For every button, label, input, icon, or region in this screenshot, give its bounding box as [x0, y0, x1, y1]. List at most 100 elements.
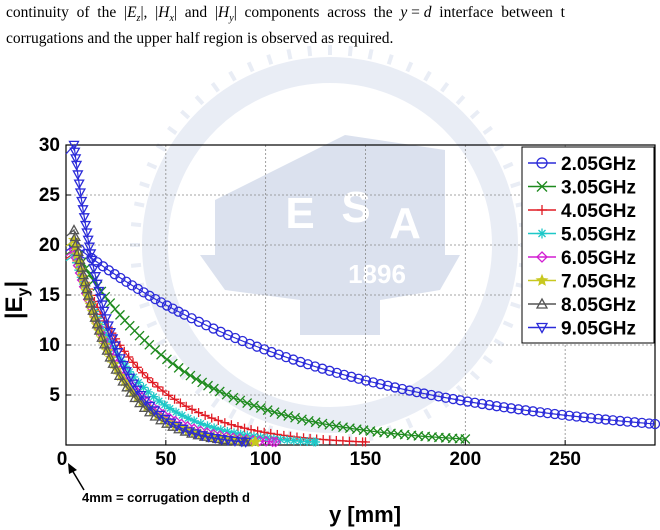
legend-label: 3.05GHz — [561, 178, 636, 199]
watermark-year: 1896 — [348, 259, 406, 289]
marker-shape — [76, 261, 88, 272]
legend-label: 5.05GHz — [561, 225, 636, 246]
marker-asterisk — [289, 436, 299, 446]
marker-shape — [636, 417, 648, 429]
intro-segment: H — [218, 4, 230, 21]
marker-triangle-down — [98, 306, 110, 317]
intro-segment: E — [127, 4, 137, 21]
marker-shape — [214, 386, 225, 397]
marker-shape — [144, 339, 155, 350]
marker-shape — [150, 293, 161, 305]
marker-triangle-up — [77, 269, 90, 280]
marker-shape — [556, 409, 568, 421]
marker-shape — [86, 255, 98, 266]
watermark-tick — [130, 222, 142, 228]
marker-triangle-up — [98, 338, 111, 349]
marker-x — [179, 366, 190, 377]
watermark-tick — [246, 417, 255, 429]
marker-shape — [196, 431, 208, 442]
marker-triangle-up — [138, 401, 150, 412]
marker-shape — [593, 413, 604, 424]
marker-shape — [87, 304, 99, 315]
marker-circle — [309, 361, 321, 372]
watermark-tick — [266, 54, 274, 65]
marker-shape — [235, 395, 246, 406]
marker-shape — [82, 235, 94, 246]
marker-shape — [476, 398, 488, 410]
marker-shape — [228, 392, 239, 403]
marker-plus — [194, 408, 204, 418]
marker-plus — [187, 404, 197, 414]
marker-x — [203, 380, 213, 391]
marker-triangle-down — [72, 170, 84, 181]
marker-shape — [69, 147, 81, 158]
marker-triangle-up — [101, 344, 113, 355]
watermark-tick — [194, 95, 205, 106]
intro-segment: | components across the — [233, 4, 401, 21]
watermark-tick — [155, 338, 167, 347]
marker-triangle-down — [76, 196, 88, 207]
marker-shape — [209, 433, 221, 445]
watermark-tick — [482, 125, 493, 135]
marker-shape — [462, 396, 473, 407]
marker-plus — [213, 415, 223, 425]
marker-shape — [155, 397, 163, 405]
marker-shape — [129, 391, 141, 403]
marker-shape — [161, 300, 173, 311]
marker-triangle-down — [74, 188, 87, 199]
marker-shape — [564, 410, 575, 421]
watermark-tick — [469, 370, 480, 381]
marker-shape — [139, 396, 151, 407]
legend-item: 6.05GHz — [528, 248, 636, 269]
marker-shape — [237, 335, 248, 347]
marker-shape — [484, 399, 495, 411]
marker-plus — [124, 352, 134, 362]
marker-triangle-down — [135, 390, 147, 402]
marker-x — [235, 395, 246, 406]
marker-shape — [203, 380, 213, 391]
marker-circle — [476, 398, 488, 410]
marker-shape — [102, 321, 114, 332]
watermark-letter: A — [389, 199, 421, 248]
marker-circle — [167, 303, 178, 314]
marker-plus — [153, 382, 163, 392]
marker-shape — [249, 435, 262, 447]
y-tick-label: 10 — [39, 335, 60, 356]
annotation-label: 4mm = corrugation depth d — [82, 490, 250, 505]
marker-shape — [91, 318, 103, 329]
marker-x — [161, 354, 172, 365]
watermark-tick — [146, 320, 158, 329]
marker-triangle-up — [74, 254, 86, 265]
marker-shape — [578, 412, 589, 423]
marker-shape — [249, 400, 259, 411]
marker-shape — [74, 254, 86, 265]
marker-triangle-down — [86, 255, 98, 266]
marker-shape — [184, 414, 192, 422]
marker-plus — [233, 421, 243, 431]
watermark-letter: S — [341, 183, 370, 232]
watermark-tick — [167, 125, 178, 135]
x-tick-label: 150 — [350, 449, 382, 470]
marker-circle — [447, 393, 459, 405]
marker-circle — [411, 386, 422, 398]
marker-shape — [506, 403, 517, 414]
marker-shape — [76, 196, 88, 207]
y-tick-label: 20 — [39, 235, 60, 256]
marker-shape — [89, 272, 102, 283]
marker-shape — [536, 181, 548, 192]
marker-diamond — [260, 435, 272, 447]
watermark-tick — [455, 384, 466, 395]
marker-x — [255, 402, 266, 413]
marker-triangle-down — [100, 314, 112, 325]
marker-plus — [128, 357, 138, 367]
marker-x — [208, 383, 219, 394]
watermark-tick — [405, 61, 414, 73]
marker-shape — [216, 435, 228, 446]
marker-star — [249, 435, 262, 447]
legend-item: 5.05GHz — [528, 225, 636, 246]
marker-triangle-down — [88, 264, 100, 275]
marker-plus — [137, 368, 147, 378]
marker-circle — [317, 363, 328, 374]
marker-plus — [226, 420, 236, 430]
watermark-tick — [510, 301, 521, 309]
